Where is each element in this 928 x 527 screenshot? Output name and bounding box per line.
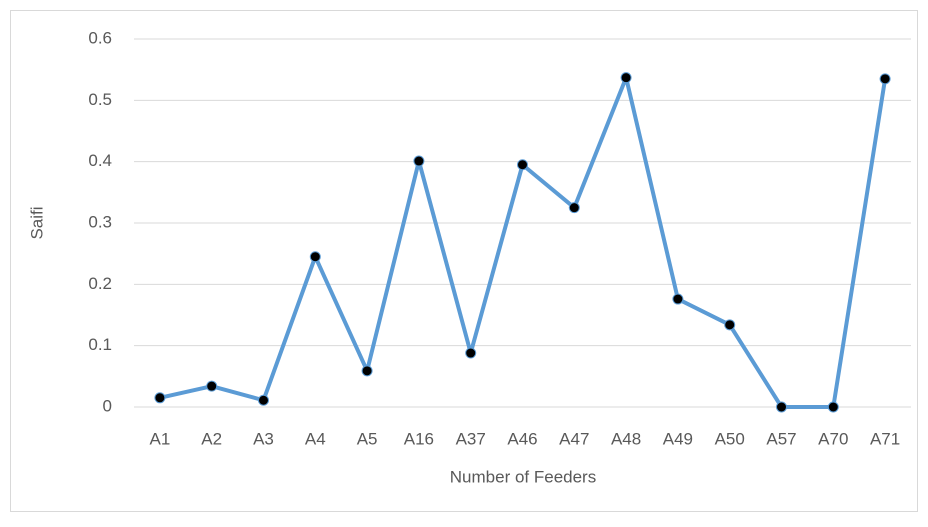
x-tick-label: A46 [507,429,537,448]
y-tick-label: 0.5 [88,90,112,109]
x-tick-label: A4 [305,429,326,448]
x-tick-label: A2 [201,429,222,448]
marker [517,159,528,171]
y-tick-label: 0 [103,396,112,415]
x-tick-label: A37 [456,429,486,448]
x-tick-label: A1 [150,429,171,448]
x-tick-label: A49 [663,429,693,448]
marker [465,347,477,359]
y-tick-label: 0.4 [88,151,112,170]
y-tick-label: 0.3 [88,212,112,231]
x-tick-label: A5 [357,429,378,448]
marker [361,365,373,377]
x-tick-label: A50 [715,429,745,448]
marker [620,72,632,84]
marker [724,319,736,331]
x-tick-label: A48 [611,429,641,448]
x-tick-label: A71 [870,429,900,448]
y-axis-label: Saifi [27,206,46,239]
marker [154,392,166,404]
marker [776,401,787,413]
marker [568,202,580,214]
marker [672,293,684,305]
marker [309,251,321,263]
chart-border [10,10,918,512]
y-tick-label: 0.1 [88,335,112,354]
marker [206,380,218,392]
marker [413,155,425,167]
x-tick-label: A3 [253,429,274,448]
x-tick-label: A47 [559,429,589,448]
x-tick-label: A16 [404,429,434,448]
x-tick-label: A70 [818,429,848,448]
y-tick-label: 0.2 [88,274,112,293]
marker [827,401,839,413]
y-tick-label: 0.6 [88,28,112,47]
x-axis-label: Number of Feeders [450,467,596,486]
marker [879,73,891,85]
marker [258,394,269,406]
x-tick-label: A57 [766,429,796,448]
